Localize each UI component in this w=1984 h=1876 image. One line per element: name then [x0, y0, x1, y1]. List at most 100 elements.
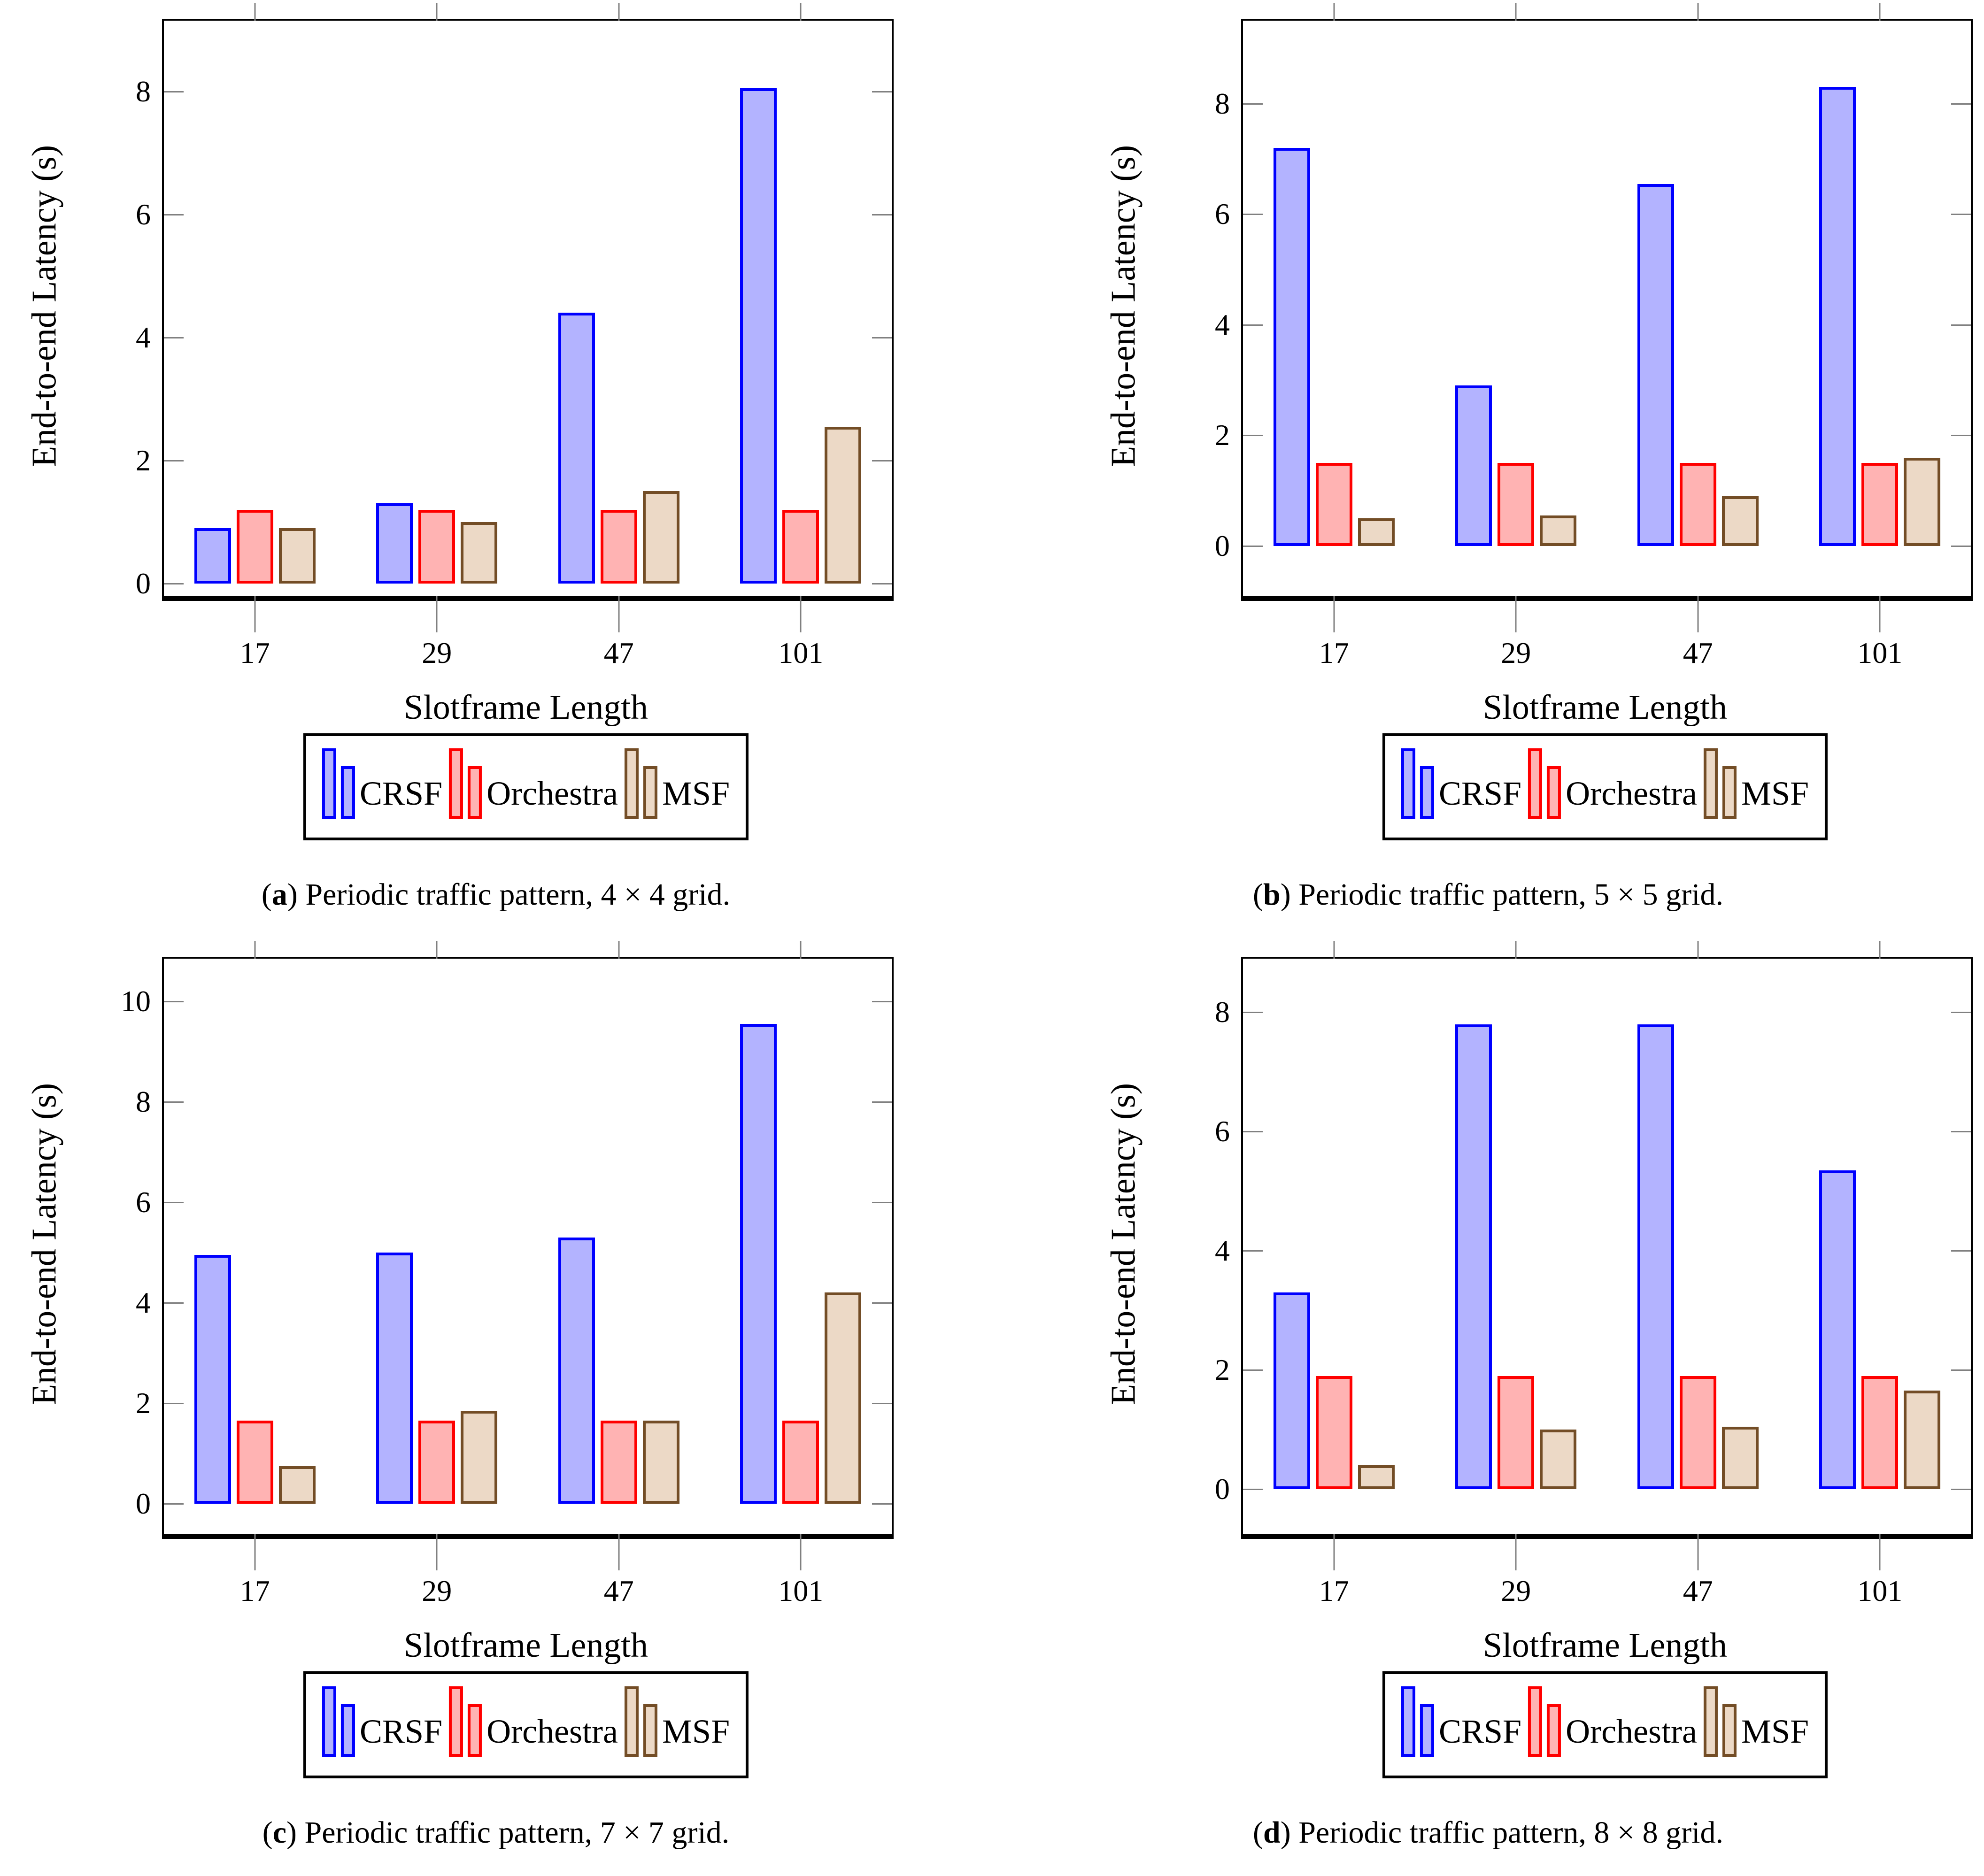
legend-swatch-icon [322, 1686, 336, 1757]
y-tick-mark [872, 583, 892, 584]
caption-paren: ( [261, 877, 272, 912]
y-tick-label: 2 [136, 443, 151, 477]
y-tick-mark [164, 214, 184, 215]
bar-crsf-29 [376, 1252, 413, 1504]
x-tick-mark [800, 596, 802, 632]
bar-orchestra-47 [600, 509, 637, 584]
x-tick-label: 47 [603, 1574, 634, 1607]
x-tick-mark [1333, 3, 1335, 21]
x-tick-label: 29 [1501, 636, 1531, 669]
y-tick-label: 10 [121, 984, 151, 1018]
x-tick-mark [1515, 3, 1517, 21]
y-tick-mark [872, 460, 892, 461]
y-tick-mark [1243, 103, 1263, 105]
subfigure-c: End-to-end Latency (s) 0 2 4 6 8 10 17 29 47 101 … [0, 938, 992, 1876]
bar-orchestra-47 [1679, 463, 1716, 546]
y-tick-mark [1243, 214, 1263, 215]
legend-entry-msf: MSF [624, 748, 730, 819]
bar-orchestra-47 [1679, 1376, 1716, 1489]
bar-msf-17 [278, 528, 316, 584]
legend-swatch-icon [1703, 748, 1718, 819]
subfigure-a: End-to-end Latency (s) 0 2 4 6 8 17 29 47 101 Sl… [0, 0, 992, 938]
legend-label: Orchestra [1566, 775, 1697, 812]
x-tick-mark [618, 941, 620, 959]
y-tick-label: 4 [136, 1285, 151, 1319]
y-tick-mark [1951, 1131, 1971, 1133]
y-axis-label: End-to-end Latency (s) [1104, 145, 1143, 468]
x-tick-mark [254, 941, 256, 959]
y-axis-label: End-to-end Latency (s) [1104, 1083, 1143, 1406]
y-tick-mark [1243, 1012, 1263, 1014]
bar-orchestra-101 [1861, 1376, 1899, 1489]
legend-label: Orchestra [486, 775, 618, 812]
x-tick-mark [800, 3, 802, 21]
caption-d: (d) Periodic traffic pattern, 8 × 8 grid… [1253, 1815, 1723, 1851]
legend-swatch-icon [449, 748, 463, 819]
y-tick-label: 8 [1215, 995, 1230, 1029]
x-tick-mark [1515, 941, 1517, 959]
bar-orchestra-17 [1315, 1376, 1352, 1489]
y-tick-mark [1951, 545, 1971, 547]
y-tick-mark [872, 1201, 892, 1203]
x-tick-label: 17 [239, 1574, 270, 1607]
bar-msf-101 [1904, 457, 1941, 546]
x-tick-mark [1697, 941, 1699, 959]
bar-msf-29 [1540, 1429, 1577, 1489]
y-axis-label: End-to-end Latency (s) [25, 1083, 64, 1406]
x-tick-mark [1697, 1534, 1699, 1570]
y-tick-mark [872, 1000, 892, 1002]
x-axis-label: Slotframe Length [1483, 1626, 1727, 1665]
y-tick-mark [872, 337, 892, 338]
bar-crsf-17 [194, 528, 231, 584]
bar-crsf-29 [1455, 1024, 1492, 1489]
caption-text: ) Periodic traffic pattern, 8 × 8 grid. [1280, 1815, 1723, 1850]
legend-b: CRSF Orchestra MSF [1382, 733, 1828, 840]
x-tick-mark [1879, 3, 1881, 21]
plot-area-d: 0 2 4 6 8 17 29 47 101 [1215, 941, 1973, 1606]
bar-msf-17 [1358, 518, 1395, 546]
legend-swatch-icon [340, 1704, 355, 1757]
legend-swatch-icon [1722, 766, 1737, 819]
bar-orchestra-47 [600, 1421, 637, 1504]
legend-swatch-icon [468, 1704, 482, 1757]
legend-label: MSF [662, 1713, 730, 1750]
legend-a: CRSF Orchestra MSF [303, 733, 749, 840]
legend-swatch-icon [1547, 1704, 1561, 1757]
bar-crsf-101 [740, 1024, 777, 1504]
bar-msf-29 [461, 1410, 498, 1504]
y-tick-label: 2 [1215, 1353, 1230, 1386]
bar-crsf-29 [1455, 385, 1492, 546]
y-tick-mark [1243, 1131, 1263, 1133]
y-tick-mark [164, 1201, 184, 1203]
legend-entry-crsf: CRSF [1401, 748, 1521, 819]
legend-swatch-icon [1420, 1704, 1434, 1757]
legend-entry-orchestra: Orchestra [1528, 748, 1697, 819]
bar-crsf-47 [558, 1237, 595, 1504]
bar-msf-47 [642, 1421, 679, 1504]
x-axis-label: Slotframe Length [404, 1626, 648, 1665]
caption-c: (c) Periodic traffic pattern, 7 × 7 grid… [262, 1815, 730, 1851]
legend-label: CRSF [1438, 775, 1522, 812]
y-tick-mark [164, 1000, 184, 1002]
legend-swatch-icon [643, 1704, 657, 1757]
legend-entry-crsf: CRSF [322, 748, 442, 819]
x-tick-mark [618, 596, 620, 632]
x-tick-label: 29 [422, 1574, 452, 1607]
x-tick-mark [1333, 941, 1335, 959]
x-axis-label: Slotframe Length [404, 688, 648, 727]
x-tick-mark [1333, 596, 1335, 632]
bar-crsf-29 [376, 503, 413, 584]
y-tick-label: 0 [1215, 1472, 1230, 1506]
legend-swatch-icon [1703, 1686, 1718, 1757]
y-tick-label: 4 [136, 320, 151, 354]
x-tick-mark [1697, 596, 1699, 632]
x-tick-mark [1697, 3, 1699, 21]
y-tick-label: 4 [1215, 1234, 1230, 1268]
y-tick-mark [1951, 435, 1971, 437]
legend-swatch-icon [624, 1686, 639, 1757]
legend-entry-msf: MSF [624, 1686, 730, 1757]
y-tick-label: 2 [136, 1386, 151, 1420]
y-tick-mark [164, 460, 184, 461]
legend-label: CRSF [359, 775, 443, 812]
